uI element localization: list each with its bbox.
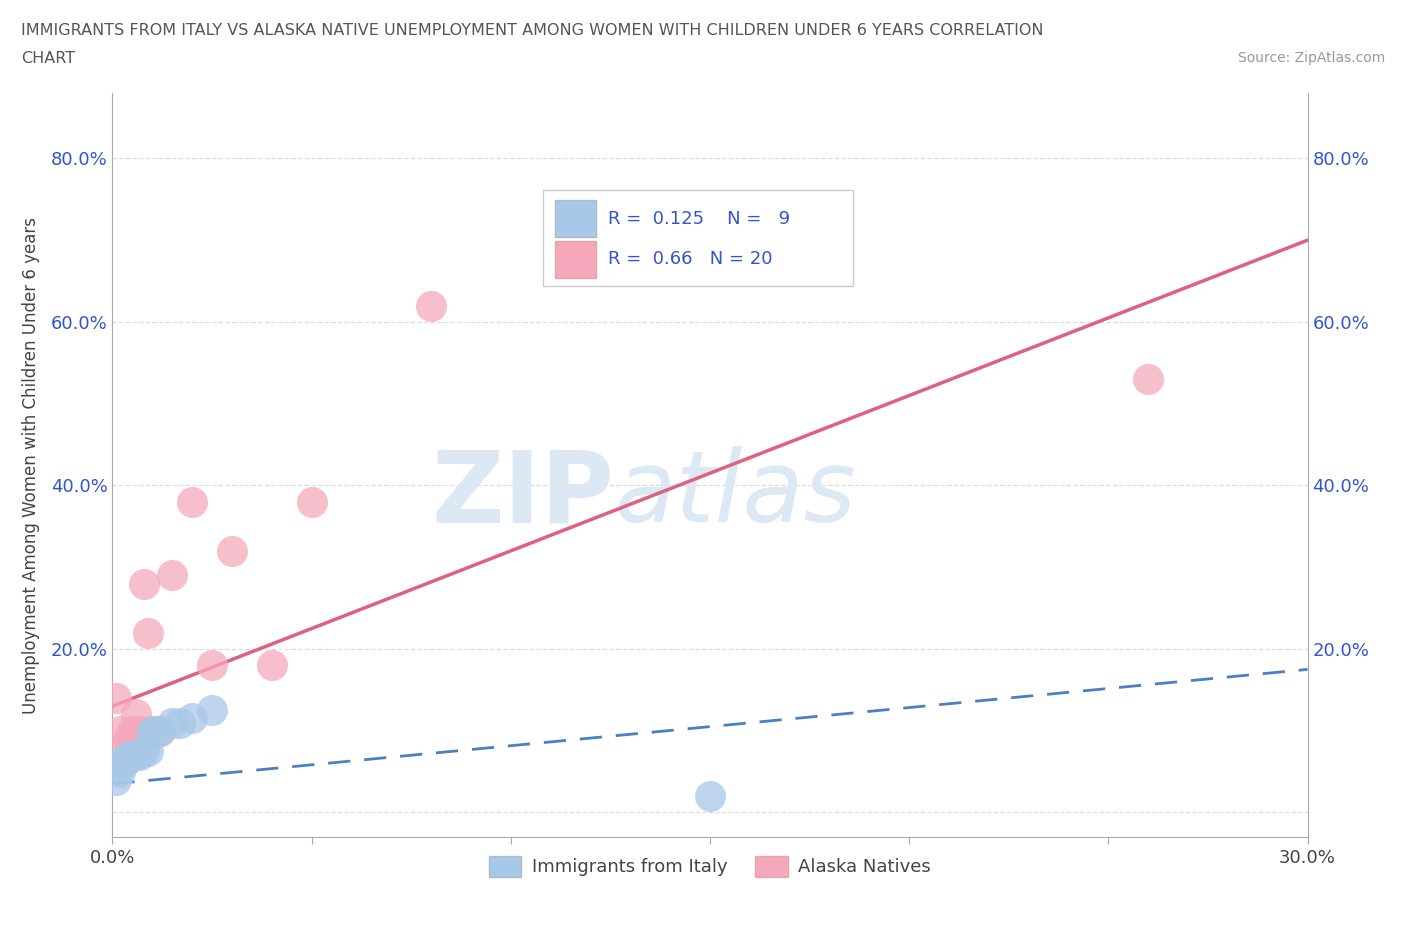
Point: [114, 751, 135, 766]
Point: [141, 727, 163, 742]
Point: [738, 208, 761, 223]
Text: R =  0.66   N = 20: R = 0.66 N = 20: [609, 250, 773, 269]
Point: [117, 751, 139, 766]
FancyBboxPatch shape: [543, 190, 853, 286]
Bar: [554, 241, 596, 278]
Point: [201, 703, 224, 718]
Point: [117, 732, 139, 747]
Point: [114, 739, 135, 754]
Point: [201, 658, 224, 672]
Point: [125, 748, 148, 763]
Point: [221, 543, 243, 558]
Point: [129, 724, 152, 738]
Point: [125, 707, 148, 722]
Point: [141, 724, 163, 738]
Point: [181, 711, 204, 726]
Y-axis label: Unemployment Among Women with Children Under 6 years: Unemployment Among Women with Children U…: [21, 217, 39, 713]
Bar: [554, 200, 596, 237]
Point: [105, 691, 128, 706]
Point: [169, 715, 191, 730]
Point: [141, 724, 163, 738]
Point: [301, 495, 323, 510]
Text: R =  0.125    N =   9: R = 0.125 N = 9: [609, 210, 790, 228]
Point: [105, 772, 128, 787]
Point: [129, 748, 152, 763]
Point: [110, 724, 132, 738]
Text: atlas: atlas: [614, 446, 856, 543]
Text: IMMIGRANTS FROM ITALY VS ALASKA NATIVE UNEMPLOYMENT AMONG WOMEN WITH CHILDREN UN: IMMIGRANTS FROM ITALY VS ALASKA NATIVE U…: [21, 23, 1043, 38]
Point: [134, 576, 156, 591]
Point: [114, 756, 135, 771]
Point: [420, 299, 443, 313]
Point: [162, 568, 183, 583]
Point: [149, 724, 172, 738]
Legend: Immigrants from Italy, Alaska Natives: Immigrants from Italy, Alaska Natives: [482, 848, 938, 884]
Text: CHART: CHART: [21, 51, 75, 66]
Point: [1137, 372, 1160, 387]
Point: [134, 744, 156, 759]
Point: [110, 764, 132, 779]
Point: [162, 715, 183, 730]
Text: ZIP: ZIP: [432, 446, 614, 543]
Point: [260, 658, 283, 672]
Point: [181, 495, 204, 510]
Point: [699, 789, 721, 804]
Point: [138, 625, 160, 640]
Point: [138, 744, 160, 759]
Point: [149, 724, 172, 738]
Text: Source: ZipAtlas.com: Source: ZipAtlas.com: [1237, 51, 1385, 65]
Point: [121, 724, 143, 738]
Point: [121, 748, 143, 763]
